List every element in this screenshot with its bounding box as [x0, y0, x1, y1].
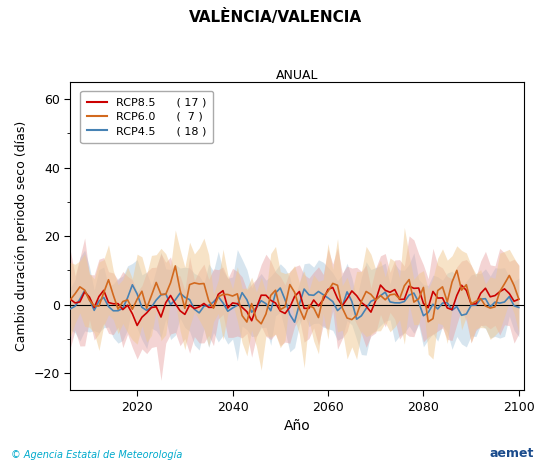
- Legend: RCP8.5      ( 17 ), RCP6.0      (  7 ), RCP4.5      ( 18 ): RCP8.5 ( 17 ), RCP6.0 ( 7 ), RCP4.5 ( 18…: [80, 91, 213, 143]
- Text: VALÈNCIA/VALENCIA: VALÈNCIA/VALENCIA: [189, 9, 361, 25]
- Y-axis label: Cambio duración periodo seco (días): Cambio duración periodo seco (días): [15, 121, 28, 351]
- Title: ANUAL: ANUAL: [276, 69, 318, 82]
- Text: © Agencia Estatal de Meteorología: © Agencia Estatal de Meteorología: [11, 449, 183, 460]
- Text: aemet: aemet: [489, 447, 534, 460]
- X-axis label: Año: Año: [284, 419, 310, 433]
